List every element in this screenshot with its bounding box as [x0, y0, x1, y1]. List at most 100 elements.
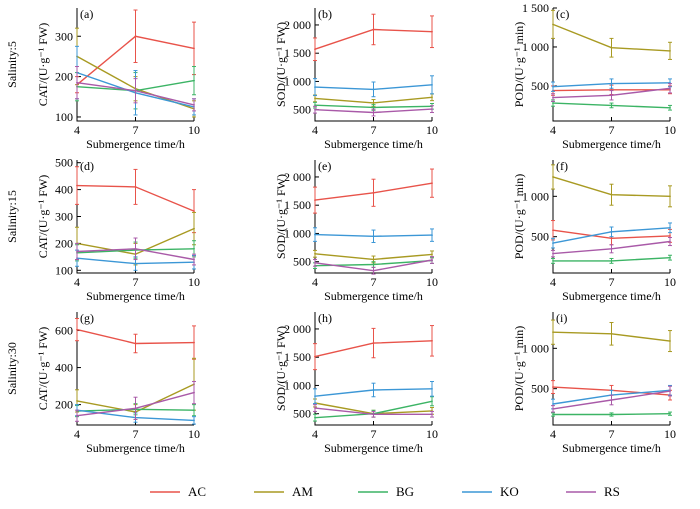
y-axis-label: POD/(U·g⁻¹ min) — [512, 22, 526, 108]
series-bg — [551, 99, 672, 111]
x-tick-label: 4 — [312, 427, 318, 441]
legend-item: AM — [254, 484, 313, 499]
data-point — [314, 86, 316, 88]
data-point — [431, 400, 433, 403]
data-point — [610, 247, 613, 250]
data-point — [372, 111, 375, 114]
series-rs — [313, 105, 434, 117]
data-point — [669, 106, 671, 109]
y-axis-label: SOD/(U·g⁻¹ FW) — [274, 326, 288, 411]
x-tick-label: 10 — [188, 427, 200, 441]
data-point — [669, 234, 671, 237]
data-point — [314, 97, 316, 100]
data-point — [669, 412, 671, 415]
data-point — [314, 395, 316, 398]
series-am — [551, 319, 672, 353]
data-point — [372, 258, 375, 261]
panel-label: (h) — [318, 311, 332, 325]
x-tick-label: 7 — [371, 427, 377, 441]
x-tick-label: 4 — [312, 275, 318, 289]
y-tick-label: 400 — [55, 361, 73, 375]
x-tick-label: 7 — [609, 275, 615, 289]
y-tick-label: 500 — [293, 407, 311, 421]
data-point — [314, 233, 316, 236]
y-tick-label: 1 000 — [284, 226, 311, 240]
series-ac — [313, 325, 434, 371]
series-rs — [75, 66, 196, 112]
y-tick-label: 500 — [531, 382, 549, 396]
y-tick-label: 200 — [55, 70, 73, 84]
x-axis-label: Submergence time/h — [86, 289, 185, 303]
x-tick-label: 7 — [133, 427, 139, 441]
y-tick-label: 500 — [293, 255, 311, 269]
y-tick-label: 500 — [293, 103, 311, 117]
data-point — [134, 247, 137, 250]
y-tick-label: 500 — [531, 79, 549, 93]
data-point — [552, 229, 554, 232]
data-point — [372, 106, 375, 109]
legend-label: AC — [188, 484, 206, 499]
x-axis-label: Submergence time/h — [86, 137, 185, 151]
series-am — [551, 9, 672, 60]
series-ac — [313, 168, 434, 214]
data-point — [314, 104, 316, 107]
data-point — [552, 176, 554, 178]
y-tick-label: 500 — [55, 156, 73, 170]
data-point — [193, 47, 195, 50]
data-point — [372, 389, 375, 391]
data-point — [669, 226, 671, 229]
data-point — [134, 262, 137, 265]
data-point — [314, 48, 316, 51]
series-ac — [313, 13, 434, 62]
x-tick-label: 4 — [74, 123, 80, 137]
data-point — [669, 49, 671, 52]
y-axis-label: POD/(U·g⁻¹ min) — [512, 174, 526, 260]
panel-label: (g) — [80, 311, 94, 325]
series-rs — [313, 256, 434, 275]
data-point — [610, 193, 613, 196]
data-point — [193, 409, 195, 412]
data-point — [431, 96, 433, 99]
data-point — [610, 46, 613, 49]
x-tick-label: 10 — [188, 275, 200, 289]
data-point — [669, 390, 671, 392]
data-point — [193, 227, 195, 230]
series-ko — [313, 227, 434, 243]
legend-label: BG — [396, 484, 414, 499]
x-tick-label: 7 — [371, 123, 377, 137]
x-tick-label: 10 — [426, 427, 438, 441]
x-axis-label: Submergence time/h — [324, 137, 423, 151]
panel-label: (c) — [556, 7, 569, 21]
panel-label: (b) — [318, 7, 332, 21]
data-point — [314, 261, 316, 264]
data-point — [610, 230, 613, 233]
data-point — [431, 108, 433, 111]
data-point — [372, 102, 375, 104]
row-labels: Salinity:5 Salinity:15 Salinity:30 — [5, 41, 19, 395]
x-tick-label: 10 — [664, 427, 676, 441]
y-tick-label: 300 — [55, 29, 73, 43]
series-rs — [551, 385, 672, 413]
y-tick-label: 1 500 — [284, 46, 311, 60]
data-point — [552, 403, 554, 405]
data-point — [193, 210, 195, 213]
data-point — [669, 240, 671, 243]
series-ko — [551, 222, 672, 249]
y-tick-label: 2 000 — [284, 170, 311, 184]
data-point — [193, 247, 195, 250]
y-tick-label: 100 — [55, 110, 73, 124]
data-point — [372, 342, 375, 344]
data-point — [610, 94, 613, 97]
series-rs — [551, 83, 672, 103]
data-point — [76, 328, 78, 331]
y-axis-label: CAT/(U·g⁻¹ FW) — [36, 327, 50, 411]
x-tick-label: 7 — [609, 123, 615, 137]
data-point — [314, 416, 316, 419]
y-tick-label: 2 000 — [284, 322, 311, 336]
data-point — [372, 235, 375, 238]
x-axis-label: Submergence time/h — [86, 441, 185, 455]
